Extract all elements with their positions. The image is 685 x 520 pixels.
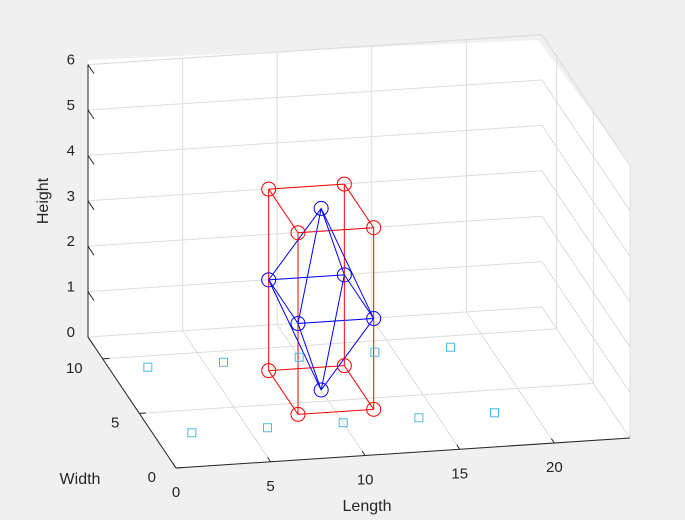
x-tick-label: 15 — [451, 465, 468, 482]
grid-line-z — [541, 261, 631, 393]
x-axis-label: Length — [343, 498, 392, 515]
circle-marker — [366, 401, 382, 417]
z-tick-label: 2 — [67, 233, 75, 250]
grid-line-z — [541, 306, 631, 439]
series-0-edge — [343, 365, 375, 410]
z-tick-label: 1 — [67, 279, 75, 296]
grid-line-z — [87, 79, 543, 111]
z-tick-mark — [87, 245, 95, 256]
series-1-edge — [320, 274, 345, 391]
series-0-edge — [297, 408, 374, 415]
square-marker — [338, 418, 348, 428]
square-marker — [490, 408, 500, 418]
series-0-edge — [268, 370, 299, 415]
y-tick-label: 10 — [66, 360, 83, 377]
circle-marker — [313, 200, 329, 216]
floor — [88, 314, 630, 468]
markers — [143, 176, 500, 438]
z-tick-mark — [87, 155, 95, 165]
tick-labels: 0 5 10 15 20 0 5 10 0 1 2 3 4 5 6 — [66, 52, 563, 501]
circle-marker — [336, 176, 352, 192]
grid-line-z — [541, 170, 631, 303]
x-tick-mark — [550, 438, 555, 444]
circle-marker — [261, 363, 277, 379]
z-tick-mark — [87, 109, 95, 120]
x-tick-label: 20 — [546, 459, 563, 476]
z-tick-mark — [87, 64, 95, 74]
circle-marker — [313, 382, 329, 398]
series-0-edge — [268, 188, 299, 234]
series-1-edge — [320, 208, 375, 319]
series-1-edge — [268, 208, 322, 281]
series-1-edge — [297, 323, 322, 391]
y-tick-label: 5 — [111, 414, 119, 431]
series-1-edge — [268, 274, 345, 281]
z-tick-label: 3 — [67, 188, 75, 205]
circle-marker — [290, 225, 306, 241]
x-tick-mark — [361, 450, 366, 456]
square-marker — [219, 357, 229, 367]
square-marker — [263, 423, 273, 433]
x-tick-label: 5 — [266, 478, 274, 495]
series-1-edge — [268, 279, 299, 324]
z-tick-mark — [87, 336, 95, 347]
series-1-edge — [297, 318, 374, 325]
z-axis-label: Height — [35, 177, 52, 224]
wall-back — [88, 40, 538, 337]
grid-line-z — [87, 124, 543, 156]
grid-line-z — [541, 215, 631, 348]
x-tick-mark — [172, 463, 177, 469]
circle-marker — [261, 272, 277, 288]
square-marker — [370, 347, 380, 357]
circle-marker — [261, 181, 277, 197]
x-tick-mark — [456, 444, 461, 450]
series-1-edge — [343, 274, 375, 319]
circle-marker — [290, 406, 306, 422]
grid-line-z — [541, 79, 631, 212]
square-marker — [414, 413, 424, 423]
x-tick-label: 10 — [357, 472, 374, 489]
z-tick-label: 6 — [67, 52, 75, 69]
grid-line-z — [541, 125, 631, 257]
circle-marker — [366, 311, 382, 327]
grid-line-y — [102, 328, 557, 360]
y-axis-label: Width — [60, 471, 101, 488]
square-marker — [187, 428, 197, 438]
x-tick-label: 0 — [172, 484, 180, 501]
y-tick-label: 0 — [148, 469, 156, 486]
edges — [268, 183, 375, 415]
series-1-edge — [320, 208, 345, 276]
series-1-edge — [320, 318, 375, 391]
z-tick-mark — [87, 200, 95, 211]
series-0-edge — [268, 183, 345, 190]
circle-marker — [290, 316, 306, 332]
square-marker — [294, 352, 304, 362]
series-0-edge — [343, 183, 375, 229]
box-edge — [541, 34, 631, 166]
z-tick-label: 5 — [67, 97, 75, 114]
z-tick-label: 4 — [67, 142, 75, 159]
square-marker — [143, 362, 153, 372]
series-0-edge — [297, 227, 374, 234]
axes — [87, 64, 631, 469]
y-axis-line — [87, 336, 177, 469]
x-tick-mark — [267, 457, 272, 463]
circle-marker — [366, 220, 382, 236]
series-0-edge — [268, 365, 345, 372]
box-edge — [87, 34, 543, 66]
circle-marker — [336, 358, 352, 374]
circle-marker — [336, 267, 352, 283]
z-tick-mark — [87, 291, 95, 301]
square-marker — [446, 342, 456, 352]
z-tick-label: 0 — [67, 324, 75, 341]
series-1-edge — [297, 208, 322, 324]
wall-side — [538, 40, 630, 438]
series-1-edge — [268, 279, 322, 391]
